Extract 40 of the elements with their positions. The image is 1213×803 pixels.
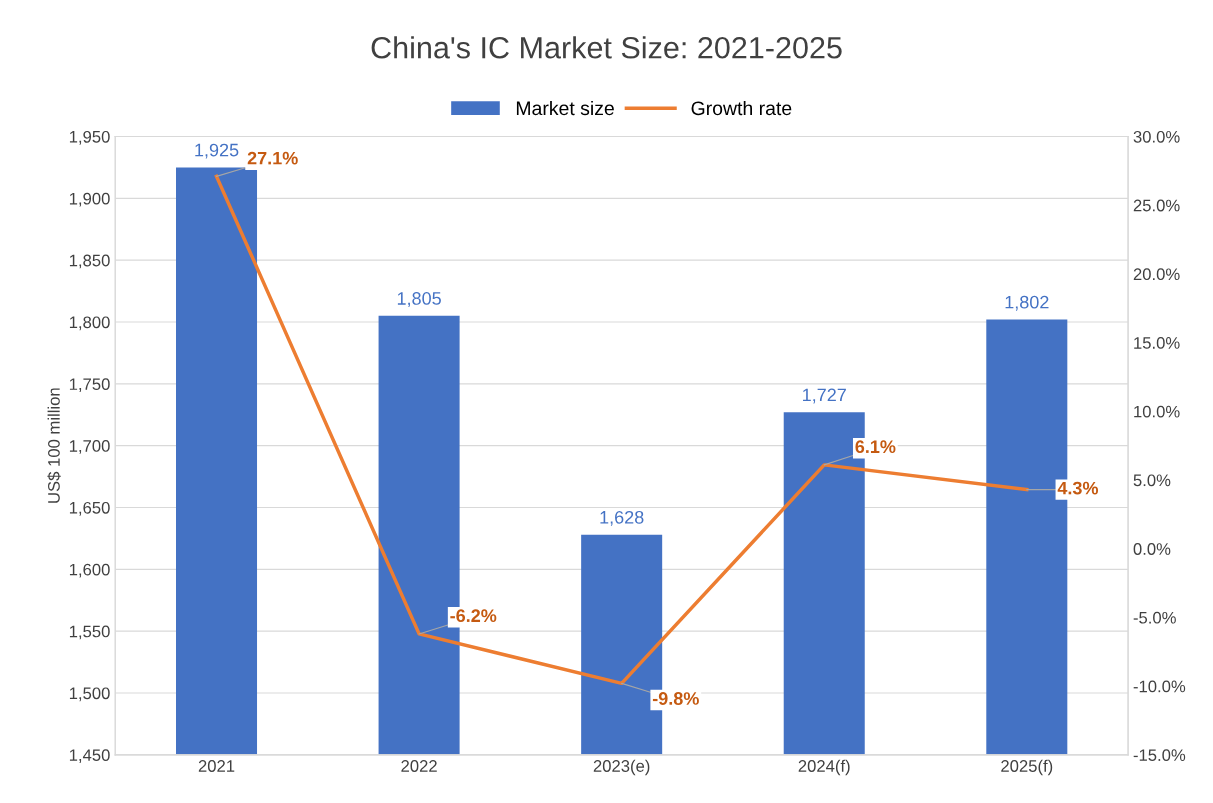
data-label: -6.2% [450, 609, 497, 623]
data-label: 1,925 [195, 143, 239, 159]
y2-tick-label: -15.0% [1133, 749, 1186, 762]
data-label: 1,802 [1005, 295, 1049, 311]
legend-label: Market size [516, 100, 614, 116]
y-tick-label: 1,450 [69, 749, 110, 763]
data-label: 27.1% [247, 151, 298, 165]
x-tick-label: 2021 [198, 760, 235, 772]
y2-tick-label: 25.0% [1133, 199, 1180, 212]
x-tick-label: 2025(f) [1001, 759, 1053, 776]
y-tick-label: 1,950 [69, 130, 110, 145]
x-tick-label: 2023(e) [593, 759, 650, 776]
y2-tick-label: -5.0% [1133, 611, 1176, 624]
x-tick-label: 2022 [401, 760, 437, 772]
y-tick-label: 1,750 [69, 378, 110, 393]
y2-tick-label: 30.0% [1133, 130, 1180, 143]
y-tick-label: 1,600 [69, 563, 110, 578]
y2-tick-label: 5.0% [1133, 474, 1171, 487]
chart-title: China's IC Market Size: 2021-2025 [371, 36, 842, 59]
y-axis-title: US$ 100 million [47, 388, 61, 503]
legend-label: Growth rate [691, 100, 792, 116]
y-tick-label: 1,900 [69, 192, 110, 207]
y-tick-label: 1,550 [69, 625, 110, 640]
y2-tick-label: -10.0% [1133, 680, 1186, 693]
data-label: 4.3% [1057, 481, 1099, 495]
y-tick-label: 1,800 [69, 316, 110, 331]
data-label: 6.1% [855, 440, 896, 454]
data-label: 1,628 [600, 510, 644, 526]
y-tick-label: 1,650 [69, 501, 110, 516]
data-label: 1,805 [397, 292, 441, 307]
data-label: 1,727 [803, 388, 846, 404]
y2-tick-label: 20.0% [1133, 268, 1180, 281]
y-tick-label: 1,500 [69, 687, 110, 702]
y2-tick-label: 0.0% [1133, 543, 1171, 555]
y2-tick-label: 15.0% [1134, 337, 1180, 349]
x-tick-label: 2024(f) [798, 759, 850, 776]
y-tick-label: 1,850 [69, 254, 110, 269]
data-label: -9.8% [652, 692, 699, 705]
y-tick-label: 1,700 [69, 440, 110, 454]
y2-tick-label: 10.0% [1134, 405, 1180, 418]
